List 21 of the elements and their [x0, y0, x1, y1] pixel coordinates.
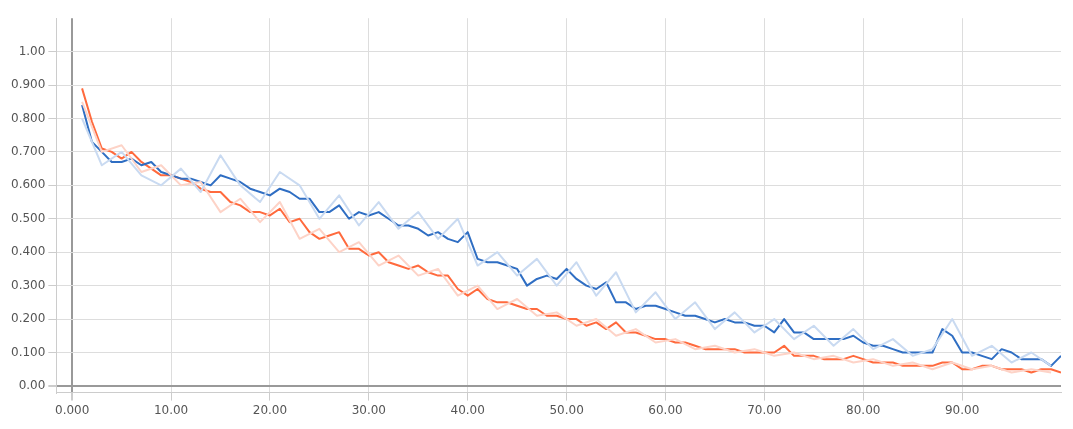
y-tick-label: 0.700 [10, 144, 46, 159]
x-tick-label: 80.00 [846, 402, 881, 417]
y-tick-label: 1.00 [18, 43, 46, 58]
x-tick-label: 20.00 [252, 402, 288, 417]
x-tick-label: 90.00 [944, 402, 980, 417]
y-tick-label: 0.300 [10, 277, 46, 292]
x-tick-label: 60.00 [648, 402, 683, 417]
y-tick-label: 0.00 [18, 378, 46, 393]
y-tick-label: 0.500 [10, 210, 46, 225]
y-tick-label: 0.900 [10, 77, 46, 92]
y-tick-label: 0.200 [10, 311, 46, 326]
y-tick-label: 0.100 [10, 344, 46, 359]
y-tick-label: 0.600 [10, 177, 46, 192]
x-tick-label: 50.00 [549, 402, 584, 417]
y-tick-label: 0.400 [10, 244, 46, 259]
x-tick-label: 0.000 [55, 402, 90, 417]
x-tick-label: 30.00 [351, 402, 386, 417]
x-tick-label: 40.00 [450, 402, 485, 417]
y-tick-label: 0.800 [10, 110, 46, 125]
x-tick-label: 10.00 [153, 402, 189, 417]
x-tick-label: 70.00 [747, 402, 782, 417]
